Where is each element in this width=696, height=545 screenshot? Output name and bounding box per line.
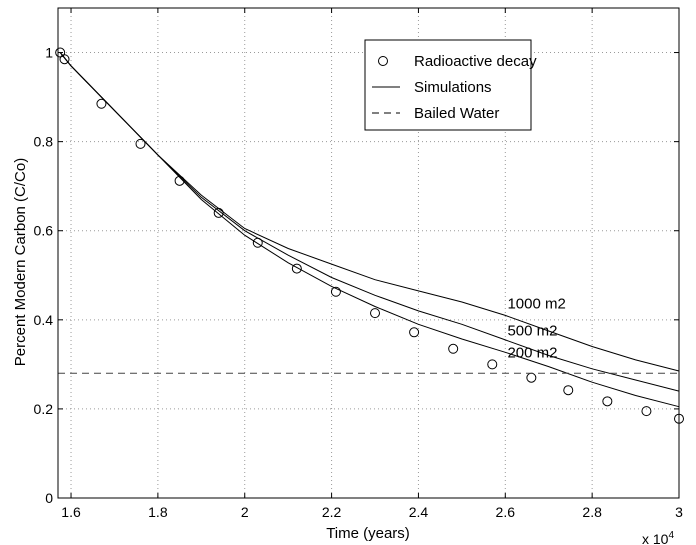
curve-annotation: 500 m2 [507,322,557,339]
data-point-radioactive-decay [526,372,537,383]
y-tick-label: 0 [45,490,53,506]
x-tick-label: 2.2 [322,504,342,520]
data-point-radioactive-decay [96,98,107,109]
x-exponent-label: x 104 [642,530,674,545]
x-exponent-base: x 10 [642,531,669,545]
x-tick-label: 2 [241,504,249,520]
x-axis-label: Time (years) [326,525,410,542]
data-point-radioactive-decay [291,263,302,274]
legend: Radioactive decay Simulations Bailed Wat… [364,39,537,131]
y-axis-label: Percent Modern Carbon (C/Co) [12,158,29,366]
data-point-radioactive-decay [59,54,70,65]
legend-label-radioactive-decay: Radioactive decay [414,53,537,70]
data-point-radioactive-decay [487,359,498,370]
data-point-radioactive-decay [409,327,420,338]
y-tick-label: 0.2 [34,401,54,417]
data-point-radioactive-decay [370,308,381,319]
legend-marker-circle [378,56,388,66]
curve-annotation: 1000 m2 [507,296,565,313]
x-tick-label: 2.8 [582,504,602,520]
x-tick-label: 3 [675,504,683,520]
x-exponent-power: 4 [668,530,674,541]
series-line-simulation [59,52,680,408]
x-tick-label: 1.8 [148,504,168,520]
data-point-radioactive-decay [602,396,613,407]
legend-label-bailed-water: Bailed Water [414,105,499,122]
legend-label-simulations: Simulations [414,79,492,96]
plot-frame [57,7,680,499]
data-point-radioactive-decay [641,406,652,417]
data-point-radioactive-decay [448,343,459,354]
x-tick-label: 1.6 [61,504,81,520]
y-tick-label: 1 [45,45,53,61]
ticks: 1.6 1.8 2 2.2 2.4 2.6 2.8 3 0 0.2 0.4 0.6 0.8 1 [34,8,683,520]
y-tick-label: 0.4 [34,312,54,328]
legend-box [364,39,532,131]
curve-annotation: 200 m2 [507,345,557,362]
y-tick-label: 0.8 [34,134,54,150]
data-point-radioactive-decay [330,286,341,297]
y-tick-label: 0.6 [34,223,54,239]
series-group [55,47,684,424]
data-point-radioactive-decay [135,138,146,149]
annotations: 1000 m2 500 m2 200 m2 [507,296,565,362]
x-tick-label: 2.6 [496,504,516,520]
x-tick-label: 2.4 [409,504,429,520]
data-point-radioactive-decay [563,385,574,396]
